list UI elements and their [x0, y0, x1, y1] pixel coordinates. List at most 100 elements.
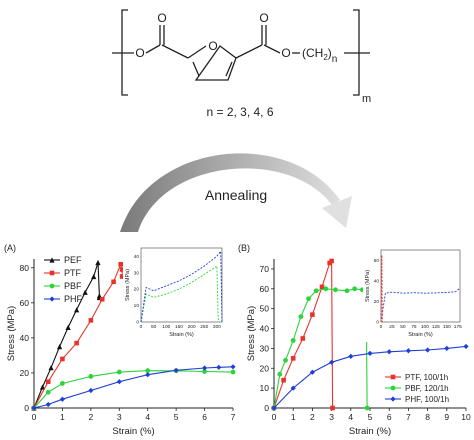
data-point [201, 365, 208, 371]
y-tick-label: 50 [260, 304, 270, 314]
inset-x-tick-label: 100 [162, 324, 170, 330]
inset-y-tick-label: 20 [134, 287, 140, 293]
data-point [330, 405, 335, 411]
legend-label: PTF [64, 268, 82, 278]
x-axis-label: Strain (%) [349, 426, 391, 437]
data-point [45, 401, 51, 408]
data-point [59, 396, 66, 402]
inset-series-line [380, 287, 461, 323]
data-point [49, 296, 55, 302]
y-tick-label: 20 [260, 363, 270, 373]
y-tick-label: 10 [260, 383, 270, 393]
legend-label: PBF, 120/1h [405, 384, 449, 393]
data-point [283, 357, 288, 363]
chain-group: (CH2)n [302, 46, 337, 65]
data-point [329, 258, 334, 264]
data-point [145, 368, 151, 374]
y-axis-label: Stress (MPa) [6, 306, 17, 361]
data-point [31, 405, 37, 411]
series-line [33, 262, 123, 409]
inset-x-tick-label: 50 [151, 324, 157, 330]
data-point [319, 284, 325, 290]
x-tick-label: 8 [425, 412, 430, 422]
inset-x-tick-label: 300 [213, 324, 221, 330]
bond [225, 61, 233, 77]
y-tick-label: 30 [260, 343, 270, 353]
x-tick-label: 0 [272, 412, 277, 422]
inset-y-tick-label: 0 [136, 320, 139, 326]
x-tick-label: 7 [406, 412, 411, 422]
data-point [49, 270, 55, 276]
inset-x-tick-label: 150 [175, 324, 183, 330]
y-tick-label: 20 [20, 368, 30, 378]
x-tick-label: 0 [32, 412, 37, 422]
data-point [116, 379, 122, 385]
inset-y-tick-label: 30 [134, 270, 140, 276]
inset-y-axis-label: Stress (MPa) [365, 270, 371, 302]
data-point [367, 350, 373, 356]
data-point [271, 405, 277, 411]
legend-label: PTF, 100/1h [405, 373, 448, 382]
data-point [119, 274, 125, 279]
data-point [111, 279, 116, 285]
data-point [74, 340, 79, 346]
data-point [65, 324, 71, 330]
series-phf [271, 343, 469, 411]
inset-x-tick-label: 100 [421, 324, 429, 330]
arrow-head [322, 196, 352, 228]
y-tick-label: 40 [260, 324, 270, 334]
legend-item: PEF [44, 255, 82, 265]
inset-background [363, 248, 464, 342]
inset-y-tick-label: 0 [376, 320, 379, 326]
data-point [390, 385, 396, 391]
atom-label: O [157, 11, 166, 25]
data-point [95, 259, 101, 266]
inset-series-line [140, 250, 223, 323]
x-tick-label: 3 [329, 412, 334, 422]
data-point [281, 377, 286, 383]
series-line [273, 259, 334, 409]
data-point [118, 261, 124, 267]
data-point [39, 384, 46, 390]
inset-chart: 0 25 50 75 100 125 150 175 0 20 40 60 Strain (%) Stre… [363, 248, 464, 342]
data-point [56, 344, 63, 350]
bond [161, 44, 189, 59]
data-point [329, 359, 335, 365]
legend-label: PBF [64, 281, 82, 291]
data-point [313, 288, 319, 294]
data-point [145, 372, 151, 378]
data-point [119, 267, 125, 272]
panel-label: (A) [4, 243, 16, 253]
inset-x-tick-label: 25 [389, 324, 395, 330]
x-tick-label: 1 [60, 412, 65, 422]
series-pbf [31, 368, 236, 411]
y-tick-label: 80 [20, 263, 30, 273]
panel-label: (B) [238, 243, 250, 253]
series-ptf [271, 258, 335, 411]
x-tick-label: 1 [291, 412, 296, 422]
data-point [99, 297, 105, 302]
arrow-arc [120, 153, 340, 232]
y-tick-label: 60 [20, 298, 30, 308]
data-point [173, 367, 179, 373]
x-tick-label: 4 [145, 412, 150, 422]
data-point [49, 257, 55, 263]
n-values-label: n = 2, 3, 4, 6 [206, 105, 273, 119]
bond [235, 44, 263, 59]
data-point [116, 369, 122, 375]
data-point [390, 374, 396, 380]
inset-y-tick-label: 60 [374, 258, 380, 264]
legend-label: PHF, 100/1h [405, 395, 449, 404]
inset-y-tick-label: 40 [134, 254, 140, 260]
x-tick-label: 2 [88, 412, 93, 422]
legend-item: PTF, 100/1h [385, 373, 448, 382]
inset-y-axis-label: Stress (MPa) [125, 269, 131, 301]
data-point [88, 374, 94, 379]
y-tick-label: 0 [24, 403, 29, 413]
bond [263, 44, 281, 54]
legend-item: PHF [44, 294, 83, 304]
data-point [88, 387, 94, 394]
data-point [88, 318, 94, 323]
